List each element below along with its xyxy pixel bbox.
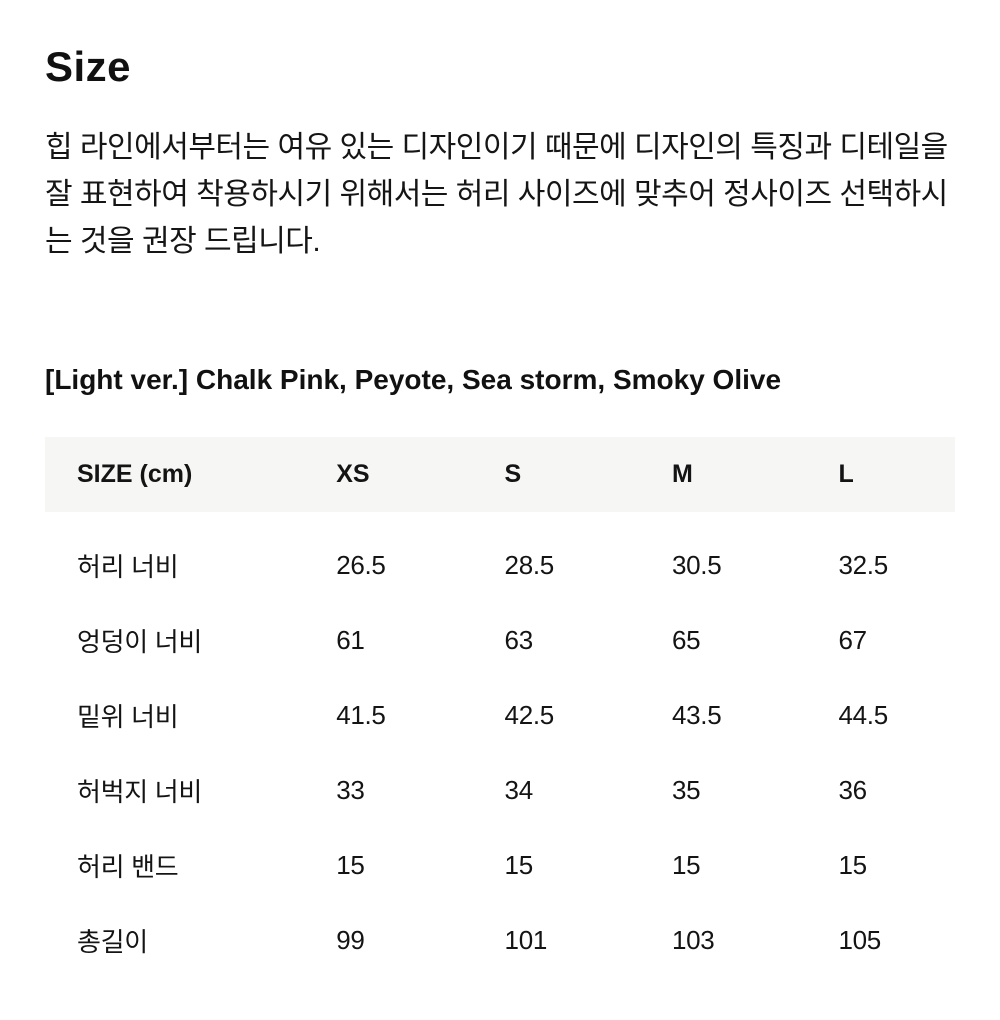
table-row: 허벅지 너비 33 34 35 36 [45,753,955,828]
variant-title: [Light ver.] Chalk Pink, Peyote, Sea sto… [45,364,782,395]
row-label: 허리 너비 [77,551,179,582]
column-header-s: S [504,436,672,512]
table-row: 총길이 99 101 103 105 [45,903,955,978]
size-table-header-row: SIZE (cm) XS S M L [45,436,955,512]
table-row: 허리 밴드 15 15 15 15 [45,828,955,903]
cell-value: 15 [838,849,867,880]
cell-value: 42.5 [504,699,555,730]
cell-value: 32.5 [838,549,888,580]
column-header-l: L [838,436,955,512]
row-label: 밑위 너비 [77,701,179,732]
cell-value: 36 [838,774,867,805]
cell-value: 99 [336,924,365,955]
cell-value: 15 [671,849,701,880]
table-row: 엉덩이 너비 61 63 65 67 [45,603,955,678]
cell-value: 35 [671,774,701,805]
page-title: Size [45,43,132,90]
cell-value: 67 [838,624,867,655]
cell-value: 43.5 [671,699,722,730]
size-table-head: SIZE (cm) XS S M L [45,436,955,512]
column-header-xs: XS [336,436,505,512]
cell-value: 101 [504,924,548,955]
row-label: 허리 밴드 [77,851,179,882]
cell-value: 33 [336,774,365,805]
cell-value: 103 [671,924,715,955]
column-header-m: M [671,436,839,512]
row-label: 총길이 [77,926,148,957]
cell-value: 41.5 [336,699,386,730]
cell-value: 105 [838,924,881,955]
row-label: 엉덩이 너비 [77,626,203,657]
cell-value: 26.5 [336,549,386,580]
cell-value: 44.5 [838,699,888,730]
size-table: SIZE (cm) XS S M L 허리 너비 26.5 28.5 30.5 32.5 엉덩이 … [45,436,955,978]
cell-value: 15 [336,849,365,880]
cell-value: 15 [504,849,534,880]
cell-value: 30.5 [671,549,722,580]
size-table-body: 허리 너비 26.5 28.5 30.5 32.5 엉덩이 너비 61 63 65 67 밑위 너비… [45,512,955,978]
cell-value: 63 [504,624,534,655]
cell-value: 34 [504,774,534,805]
table-row: 밑위 너비 41.5 42.5 43.5 44.5 [45,678,955,753]
cell-value: 65 [671,624,701,655]
cell-value: 61 [336,624,365,655]
cell-value: 28.5 [504,549,555,580]
size-description: 힙 라인에서부터는 여유 있는 디자인이기 때문에 디자인의 특징과 디테일을 … [45,131,948,258]
row-label: 허벅지 너비 [77,776,203,807]
column-header-unit: SIZE (cm) [45,436,337,512]
table-row: 허리 너비 26.5 28.5 30.5 32.5 [45,512,955,603]
